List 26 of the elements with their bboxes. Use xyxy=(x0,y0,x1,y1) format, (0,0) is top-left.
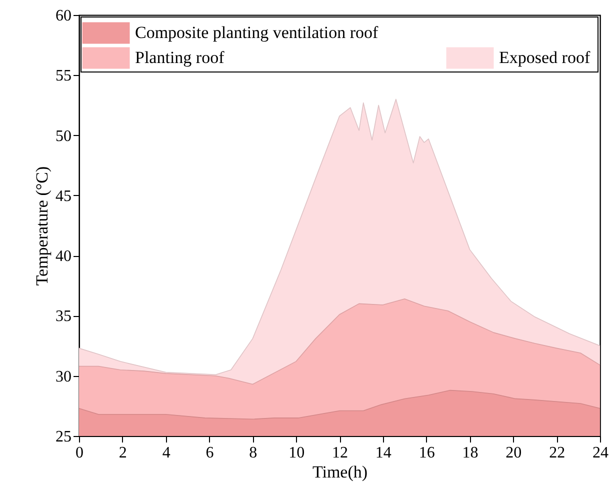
x-tick-label: 18 xyxy=(462,444,478,462)
y-tick-label: 30 xyxy=(56,368,72,386)
legend-label: Composite planting ventilation roof xyxy=(135,23,378,42)
x-tick-label: 10 xyxy=(288,444,305,462)
legend-label: Planting roof xyxy=(135,48,225,67)
y-tick-label: 40 xyxy=(56,248,72,266)
x-tick-label: 0 xyxy=(76,444,84,462)
x-tick-label: 4 xyxy=(162,444,170,462)
x-tick-label: 16 xyxy=(418,444,435,462)
y-tick-label: 60 xyxy=(56,8,72,24)
x-tick-label: 14 xyxy=(375,444,392,462)
x-axis-title: Time(h) xyxy=(312,462,368,482)
x-tick-label: 24 xyxy=(592,444,608,462)
y-tick-label: 35 xyxy=(56,308,72,326)
x-tick-label: 12 xyxy=(332,444,348,462)
x-tick-label: 6 xyxy=(206,444,214,462)
y-tick-label: 45 xyxy=(56,188,72,205)
y-tick-label: 50 xyxy=(56,128,72,145)
legend-label: Exposed roof xyxy=(499,48,590,67)
x-tick-label: 22 xyxy=(549,444,566,462)
y-tick-label: 55 xyxy=(56,68,72,85)
x-tick-label: 20 xyxy=(506,444,522,462)
y-tick-label: 25 xyxy=(56,428,72,446)
y-axis-title: Temperature (°C) xyxy=(32,166,52,286)
x-tick-label: 2 xyxy=(118,444,127,462)
x-tick-label: 8 xyxy=(249,444,258,462)
